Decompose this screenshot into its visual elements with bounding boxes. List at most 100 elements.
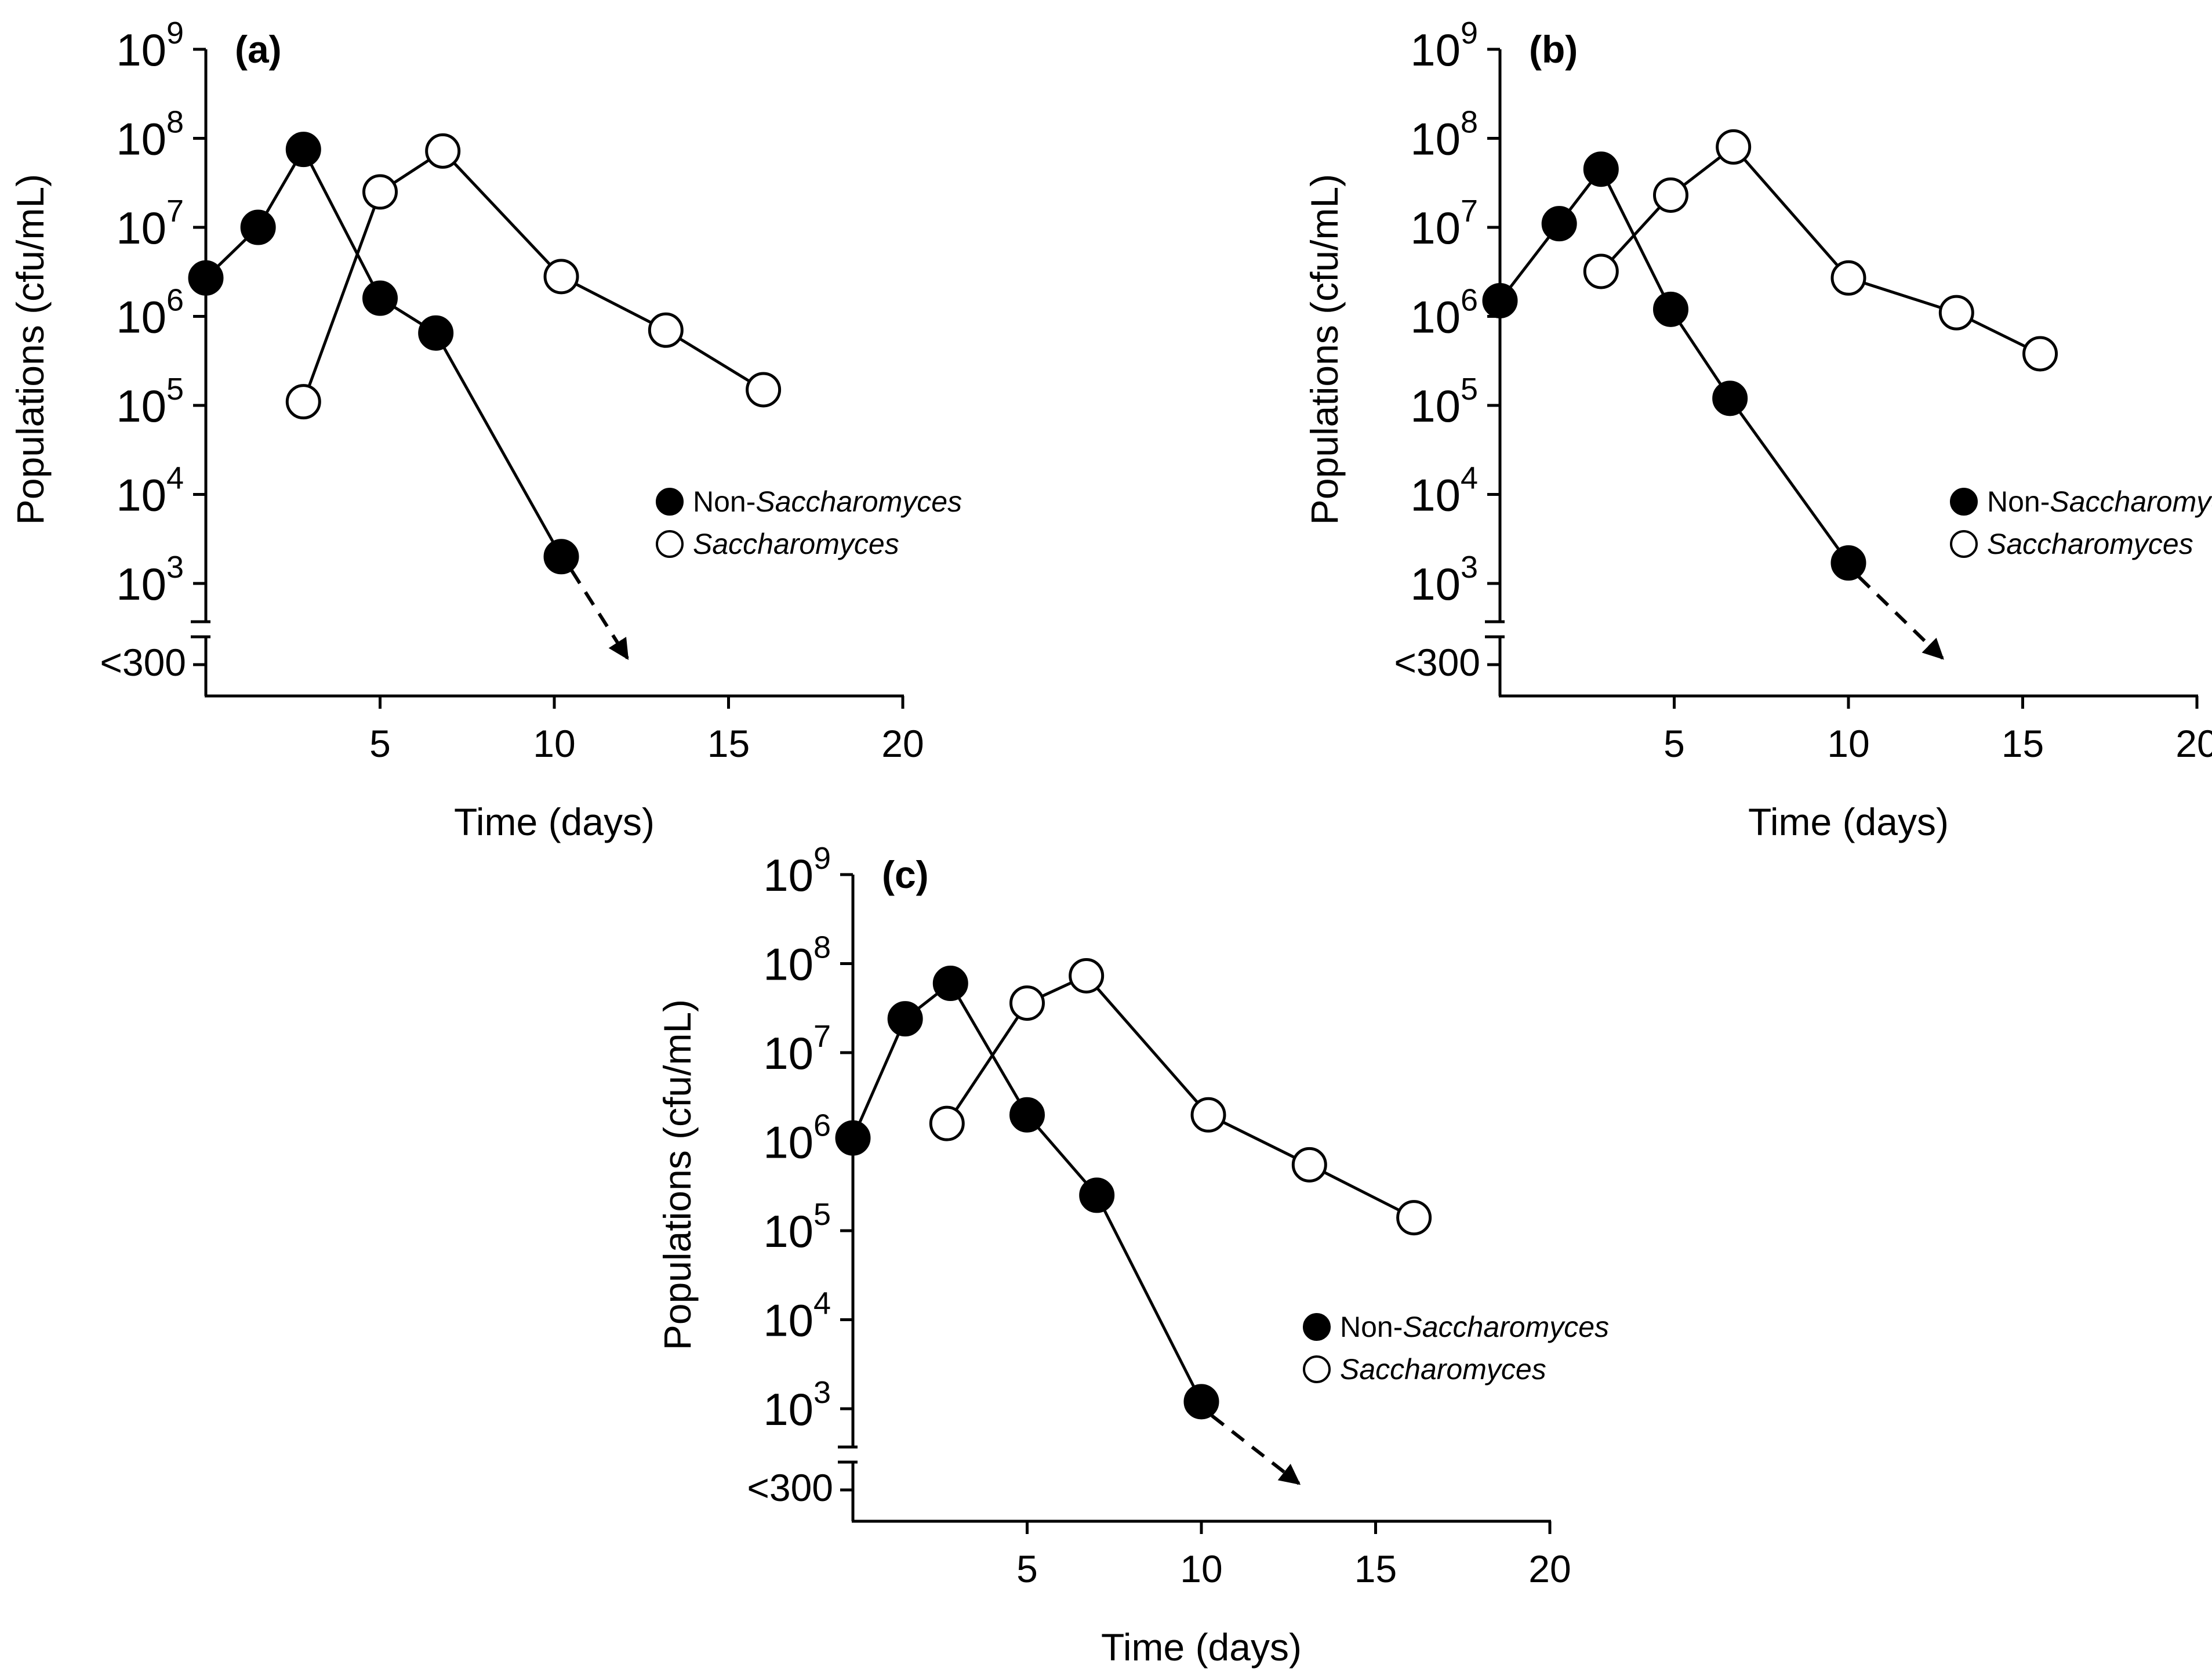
- y-tick-label: 104: [763, 1286, 831, 1346]
- data-point-non-saccharomyces: [1183, 1384, 1219, 1420]
- data-point-saccharomyces: [2022, 336, 2058, 372]
- legend-marker-non-saccharomyces: [1950, 488, 1978, 516]
- data-point-saccharomyces: [1069, 958, 1105, 993]
- x-tick-label: 10: [1180, 1547, 1222, 1590]
- data-point-non-saccharomyces: [362, 280, 398, 316]
- x-axis-title: Time (days): [1101, 1626, 1302, 1669]
- below-detection-arrow: [570, 570, 629, 661]
- y-tick-label: 109: [116, 16, 184, 75]
- series-line-non-saccharomyces: [851, 981, 1203, 1402]
- data-point-saccharomyces: [648, 312, 684, 348]
- data-point-non-saccharomyces: [418, 315, 454, 351]
- data-point-saccharomyces: [362, 174, 398, 210]
- below-detection-arrow: [1211, 1414, 1301, 1485]
- y-tick-label: 105: [763, 1197, 831, 1257]
- series-line-saccharomyces: [302, 149, 764, 402]
- y-tick-label: 108: [763, 930, 831, 990]
- data-point-non-saccharomyces: [887, 1001, 923, 1037]
- x-tick-label: 20: [2175, 722, 2212, 765]
- data-point-saccharomyces: [929, 1105, 965, 1141]
- series-line-saccharomyces: [946, 974, 1415, 1219]
- data-point-saccharomyces: [1938, 295, 1974, 331]
- data-point-non-saccharomyces: [1541, 206, 1577, 242]
- x-tick-label: 5: [1663, 722, 1685, 765]
- y-tick-label: 108: [116, 105, 184, 165]
- y-axis-title: Populations (cfu/mL): [1303, 174, 1346, 525]
- data-point-non-saccharomyces: [543, 539, 579, 575]
- y-tick-label: 106: [763, 1108, 831, 1168]
- chart-panel-c: 109 108 107 106 105 104 103 <300 5 10 15 20 Time (da…: [656, 841, 1609, 1669]
- y-tick-label: 106: [116, 283, 184, 343]
- y-axis-title: Populations (cfu/mL): [9, 174, 52, 525]
- legend-marker-saccharomyces: [656, 530, 684, 558]
- x-axis-title: Time (days): [1748, 800, 1949, 843]
- data-point-saccharomyces: [1009, 985, 1045, 1021]
- legend-marker-saccharomyces: [1303, 1355, 1331, 1383]
- x-tick-label: 5: [1016, 1547, 1038, 1590]
- data-point-non-saccharomyces: [285, 132, 321, 168]
- legend-label: Non-Saccharomyces: [1340, 1311, 1609, 1343]
- x-tick-label: 10: [533, 722, 575, 765]
- y-tick-label: 105: [1410, 372, 1478, 431]
- x-tick-label: 15: [1354, 1547, 1397, 1590]
- data-point-non-saccharomyces: [1652, 291, 1688, 327]
- y-tick-label: 103: [763, 1375, 831, 1435]
- data-point-saccharomyces: [1396, 1200, 1432, 1236]
- legend-marker-non-saccharomyces: [656, 488, 684, 516]
- below-detection-label: <300: [747, 1466, 833, 1509]
- legend-label: Saccharomyces: [1987, 528, 2193, 560]
- chart-panel-b: 109 108 107 106 105 104 103 <300 5 10 15 20 Time (da…: [1303, 16, 2212, 843]
- x-tick-label: 20: [1528, 1547, 1571, 1590]
- data-point-saccharomyces: [1716, 129, 1752, 165]
- data-point-saccharomyces: [1190, 1097, 1226, 1133]
- data-point-non-saccharomyces: [1583, 151, 1619, 187]
- data-point-saccharomyces: [285, 384, 321, 420]
- data-point-saccharomyces: [543, 259, 579, 295]
- data-point-saccharomyces: [1652, 177, 1688, 213]
- below-detection-arrow: [1857, 575, 1944, 660]
- data-point-non-saccharomyces: [188, 260, 224, 296]
- y-tick-label: 107: [116, 194, 184, 253]
- data-point-saccharomyces: [1291, 1147, 1327, 1183]
- panel-label: (c): [882, 853, 929, 896]
- data-point-saccharomyces: [746, 372, 782, 408]
- legend-label: Saccharomyces: [1340, 1353, 1546, 1386]
- panel-label: (b): [1529, 28, 1578, 71]
- data-point-non-saccharomyces: [1830, 545, 1866, 581]
- y-tick-label: 109: [763, 841, 831, 901]
- y-tick-label: 104: [1410, 461, 1478, 521]
- x-tick-label: 15: [707, 722, 750, 765]
- data-point-non-saccharomyces: [1079, 1177, 1115, 1213]
- y-tick-label: 105: [116, 372, 184, 431]
- y-tick-label: 109: [1410, 16, 1478, 75]
- chart-panel-a: 109 108 107 106 105 104 103 <300 5 10 15 20 Time (da…: [9, 16, 962, 843]
- data-point-non-saccharomyces: [835, 1120, 871, 1156]
- data-point-saccharomyces: [425, 133, 461, 169]
- y-axis-title: Populations (cfu/mL): [656, 999, 699, 1350]
- legend-label: Non-Saccharomyces: [1987, 485, 2212, 518]
- legend-label: Non-Saccharomyces: [693, 485, 962, 518]
- below-detection-label: <300: [1394, 641, 1480, 684]
- data-point-non-saccharomyces: [1482, 282, 1518, 318]
- y-tick-label: 108: [1410, 105, 1478, 165]
- data-point-saccharomyces: [1830, 260, 1866, 296]
- y-tick-label: 104: [116, 461, 184, 521]
- x-tick-label: 5: [369, 722, 391, 765]
- below-detection-label: <300: [100, 641, 186, 684]
- data-point-saccharomyces: [1583, 253, 1619, 289]
- legend-marker-non-saccharomyces: [1303, 1313, 1331, 1341]
- y-tick-label: 103: [1410, 550, 1478, 610]
- data-point-non-saccharomyces: [932, 966, 968, 1002]
- y-tick-label: 106: [1410, 283, 1478, 343]
- x-axis-title: Time (days): [454, 800, 655, 843]
- data-point-non-saccharomyces: [1009, 1097, 1045, 1133]
- data-point-non-saccharomyces: [1712, 380, 1748, 416]
- x-tick-label: 10: [1827, 722, 1869, 765]
- y-tick-label: 107: [763, 1019, 831, 1079]
- x-tick-label: 15: [2002, 722, 2044, 765]
- legend-marker-saccharomyces: [1950, 530, 1978, 558]
- x-tick-label: 20: [881, 722, 924, 765]
- legend-label: Saccharomyces: [693, 528, 899, 560]
- panel-label: (a): [235, 28, 282, 71]
